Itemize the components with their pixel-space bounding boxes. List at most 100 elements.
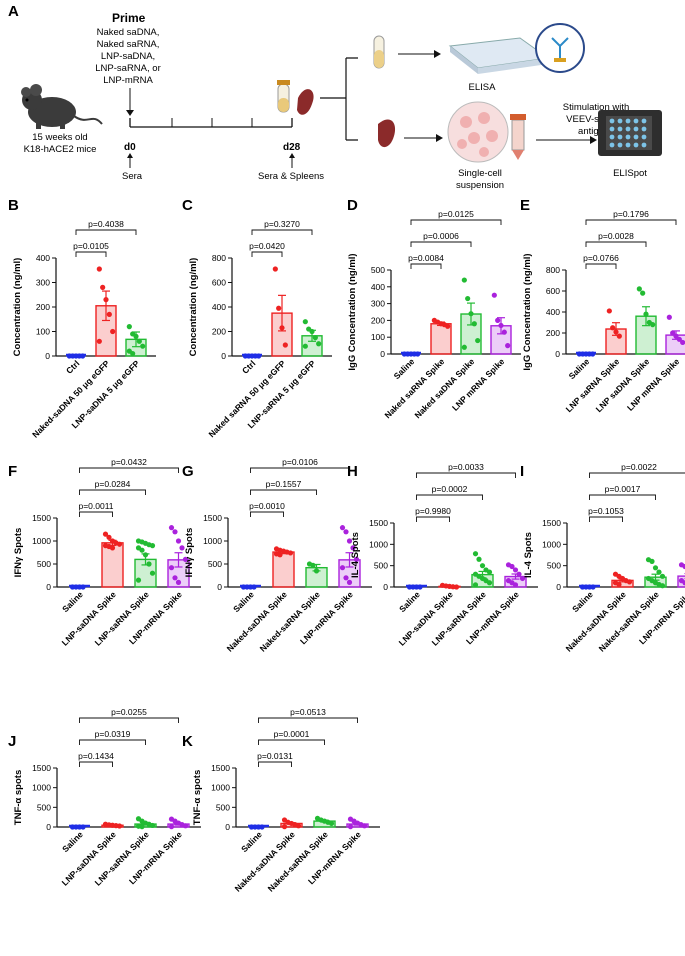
y-tick-label: 0 xyxy=(221,351,226,361)
data-point xyxy=(417,584,423,590)
data-point xyxy=(512,582,519,588)
data-point xyxy=(272,266,278,272)
data-point xyxy=(361,823,368,829)
y-tick-label: 1500 xyxy=(32,763,51,773)
panel-letter-k: K xyxy=(182,733,193,750)
category-label: LNP mRNA Spike xyxy=(450,356,507,413)
data-point xyxy=(146,561,152,567)
data-point xyxy=(626,579,633,585)
data-point xyxy=(251,584,257,590)
conical-tube-icon xyxy=(510,114,526,160)
data-point xyxy=(650,322,656,328)
y-axis-label: IL-4 Spots xyxy=(523,532,534,578)
data-point xyxy=(103,297,109,303)
y-axis-label: IL-4 Spots xyxy=(350,532,361,578)
y-tick-label: 100 xyxy=(371,332,385,342)
data-point xyxy=(649,558,655,565)
stimulation-label-2: VEEV-specific xyxy=(566,114,626,125)
data-point xyxy=(501,329,507,335)
y-tick-label: 500 xyxy=(37,802,51,812)
data-point xyxy=(610,325,616,331)
y-tick-label: 0 xyxy=(46,582,51,592)
significance-bracket xyxy=(79,717,179,723)
y-tick-label: 100 xyxy=(36,327,50,337)
data-point xyxy=(656,569,662,575)
prime-title: Prime xyxy=(112,11,146,25)
prime-group-5: LNP-mRNA xyxy=(103,75,153,86)
significance-bracket xyxy=(410,219,502,225)
category-label: Saline xyxy=(60,589,85,614)
y-tick-label: 0 xyxy=(225,822,230,832)
y-tick-label: 500 xyxy=(208,559,222,569)
data-point xyxy=(680,339,685,346)
data-point xyxy=(673,333,679,339)
data-point xyxy=(606,308,612,314)
data-point xyxy=(339,565,346,571)
data-point xyxy=(652,565,659,571)
p-value-label: p=0.1557 xyxy=(266,479,302,489)
y-tick-label: 1500 xyxy=(32,513,51,523)
y-tick-label: 300 xyxy=(371,299,385,309)
category-label: LNP saRNA Spike xyxy=(564,356,622,414)
y-axis-label: IgG Concentration (ng/ml) xyxy=(347,253,358,370)
y-axis-label: IFNγ Spots xyxy=(13,528,24,578)
y-tick-label: 1000 xyxy=(542,539,561,549)
data-point xyxy=(486,569,493,575)
significance-bracket xyxy=(75,229,137,235)
data-point xyxy=(445,323,451,329)
sera-spleens-label: Sera & Spleens xyxy=(258,171,324,182)
data-point xyxy=(616,581,622,588)
y-tick-label: 500 xyxy=(216,802,230,812)
data-point xyxy=(135,577,142,583)
panel-letter-h: H xyxy=(347,463,358,480)
data-point xyxy=(476,556,482,562)
blood-tube-icon xyxy=(277,80,290,113)
y-tick-label: 1000 xyxy=(369,539,388,549)
significance-bracket xyxy=(79,511,113,517)
p-value-label: p=0.0513 xyxy=(290,707,326,717)
prime-group-2: Naked saRNA, xyxy=(97,39,160,50)
category-label: Naked-saDNA Spike xyxy=(225,589,289,653)
significance-bracket xyxy=(251,229,313,235)
category-label: Saline xyxy=(231,589,256,614)
significance-bracket xyxy=(79,739,146,745)
y-tick-label: 1000 xyxy=(203,536,222,546)
elispot-label: ELISpot xyxy=(613,168,647,179)
y-tick-label: 1000 xyxy=(32,783,51,793)
data-point xyxy=(519,575,526,582)
data-point xyxy=(453,584,460,590)
data-point xyxy=(465,295,471,302)
data-point xyxy=(276,305,282,311)
data-point xyxy=(676,336,682,342)
p-value-label: p=0.0011 xyxy=(78,501,113,511)
panel-letter-b: B xyxy=(8,197,19,214)
d0-label: d0 xyxy=(124,142,136,153)
prime-group-1: Naked saDNA, xyxy=(97,27,160,38)
panel-letter-f: F xyxy=(8,463,17,480)
data-point xyxy=(491,292,497,298)
significance-bracket xyxy=(410,241,472,247)
data-point xyxy=(346,538,353,544)
y-tick-label: 400 xyxy=(371,282,385,292)
y-tick-label: 0 xyxy=(45,351,50,361)
data-point xyxy=(139,547,145,553)
significance-bracket xyxy=(258,739,325,745)
data-point xyxy=(106,311,112,317)
y-tick-label: 0 xyxy=(46,822,51,832)
chart-panel-d: D 0 100 200 300 400 500 IgG Concentration (ng/m… xyxy=(347,197,521,420)
elispot-plate-icon xyxy=(598,110,662,156)
significance-bracket xyxy=(250,489,317,495)
p-value-label: p=0.0319 xyxy=(95,729,131,739)
y-tick-label: 500 xyxy=(371,265,385,275)
data-point xyxy=(110,328,116,335)
y-tick-label: 1500 xyxy=(211,763,230,773)
panel-letter-j: J xyxy=(8,733,16,750)
p-value-label: p=0.0420 xyxy=(249,241,285,251)
y-tick-label: 0 xyxy=(383,582,388,592)
p-value-label: p=0.9980 xyxy=(415,506,451,516)
data-point xyxy=(179,545,185,551)
split-bracket xyxy=(320,57,358,141)
data-point xyxy=(133,333,139,339)
